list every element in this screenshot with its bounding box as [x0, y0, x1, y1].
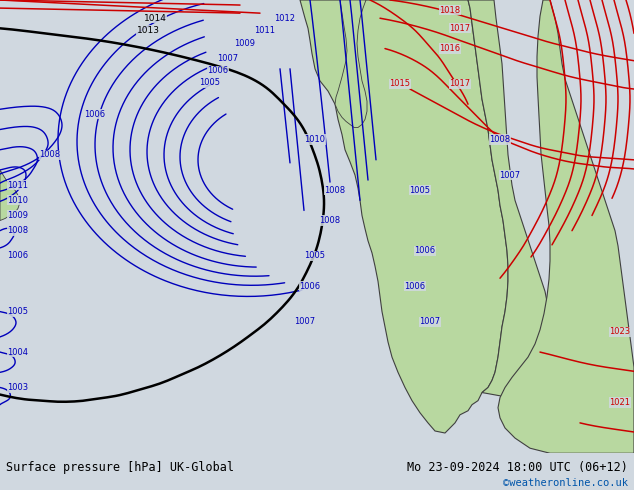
Text: 1018: 1018 [439, 5, 460, 15]
Text: 1005: 1005 [200, 78, 221, 87]
Text: 1023: 1023 [609, 327, 631, 336]
Text: 1006: 1006 [207, 66, 229, 75]
Text: 1009: 1009 [8, 211, 29, 220]
Polygon shape [498, 0, 634, 453]
Text: Surface pressure [hPa] UK-Global: Surface pressure [hPa] UK-Global [6, 462, 235, 474]
Text: 1011: 1011 [8, 181, 29, 190]
Text: 1013: 1013 [136, 26, 160, 35]
Text: 1010: 1010 [304, 135, 325, 144]
Text: 1009: 1009 [235, 39, 256, 48]
Polygon shape [468, 0, 550, 397]
Text: 1005: 1005 [410, 186, 430, 195]
Text: 1021: 1021 [609, 398, 630, 407]
Text: 1007: 1007 [420, 317, 441, 326]
Text: 1008: 1008 [39, 150, 61, 159]
Polygon shape [335, 0, 367, 127]
Text: 1010: 1010 [8, 196, 29, 205]
Text: Mo 23-09-2024 18:00 UTC (06+12): Mo 23-09-2024 18:00 UTC (06+12) [407, 462, 628, 474]
Text: 1006: 1006 [415, 246, 436, 255]
Text: 1011: 1011 [254, 26, 276, 35]
Text: 1006: 1006 [84, 110, 106, 119]
Text: 1015: 1015 [389, 79, 410, 89]
Text: 1017: 1017 [450, 79, 470, 89]
Text: 1006: 1006 [299, 282, 321, 291]
Text: 1008: 1008 [489, 135, 510, 144]
Text: 1017: 1017 [450, 24, 470, 33]
Text: 1007: 1007 [500, 171, 521, 179]
Text: 1004: 1004 [8, 347, 29, 357]
Polygon shape [0, 170, 20, 221]
Polygon shape [300, 0, 508, 433]
Text: 1016: 1016 [439, 44, 460, 53]
Text: 1005: 1005 [304, 251, 325, 261]
Text: 1007: 1007 [294, 317, 316, 326]
Text: 1008: 1008 [320, 216, 340, 225]
Text: ©weatheronline.co.uk: ©weatheronline.co.uk [503, 478, 628, 488]
Text: 1008: 1008 [8, 226, 29, 235]
Text: 1012: 1012 [275, 14, 295, 23]
Text: 1007: 1007 [217, 54, 238, 63]
Text: 1006: 1006 [8, 251, 29, 261]
Text: 1006: 1006 [404, 282, 425, 291]
Text: 1003: 1003 [8, 383, 29, 392]
Text: 1005: 1005 [8, 307, 29, 316]
Text: 1014: 1014 [143, 14, 167, 23]
Text: 1008: 1008 [325, 186, 346, 195]
